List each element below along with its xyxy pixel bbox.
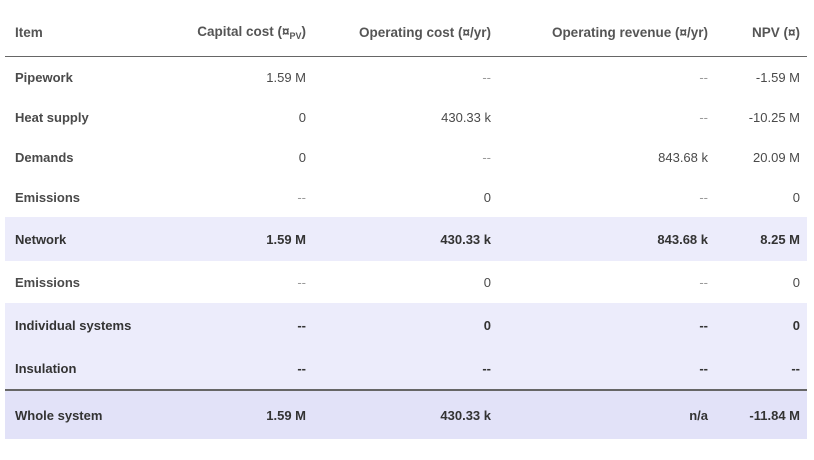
cost-summary-table: Item Capital cost (¤PV) Operating cost (…: [5, 8, 807, 439]
operating-cost-value: 430.33 k: [441, 109, 491, 125]
header-operating-revenue[interactable]: Operating revenue (¤/yr): [551, 24, 708, 40]
capital-cost-value: --: [297, 189, 306, 205]
operating-cost-value: --: [482, 69, 491, 85]
header-npv[interactable]: NPV (¤): [751, 24, 800, 40]
table-row-subtotal-network: Network 1.59 M 430.33 k 843.68 k 8.25 M: [5, 217, 807, 261]
capital-cost-value: 1.59 M: [266, 407, 306, 423]
operating-revenue-value: --: [699, 189, 708, 205]
table-row-subtotal-individual-systems: Individual systems -- 0 -- 0: [5, 303, 807, 347]
operating-revenue-value: --: [699, 69, 708, 85]
npv-value: 8.25 M: [760, 231, 800, 247]
table-row: Heat supply 0 430.33 k -- -10.25 M: [5, 97, 807, 137]
operating-cost-value: 430.33 k: [440, 231, 491, 247]
row-item-label: Insulation: [15, 360, 77, 376]
operating-revenue-value: 843.68 k: [658, 149, 708, 165]
header-item[interactable]: Item: [15, 24, 43, 40]
npv-value: --: [791, 360, 800, 376]
npv-value: 0: [792, 317, 800, 333]
capital-cost-value: 0: [298, 109, 306, 125]
row-item-label: Emissions: [15, 189, 81, 205]
npv-value: -11.84 M: [749, 407, 800, 423]
row-item-label: Demands: [15, 149, 74, 165]
operating-revenue-value: 843.68 k: [657, 231, 708, 247]
capital-cost-value: --: [297, 360, 306, 376]
operating-cost-value: 0: [483, 274, 491, 290]
operating-revenue-value: --: [699, 274, 708, 290]
operating-cost-value: --: [482, 149, 491, 165]
operating-revenue-value: --: [699, 360, 708, 376]
row-item-label: Network: [15, 231, 67, 247]
row-item-label: Heat supply: [15, 109, 89, 125]
operating-cost-value: 0: [483, 317, 491, 333]
header-capital-cost[interactable]: Capital cost (¤PV): [197, 23, 306, 41]
header-operating-cost[interactable]: Operating cost (¤/yr): [358, 24, 491, 40]
operating-revenue-value: n/a: [689, 407, 708, 423]
table-row: Demands 0 -- 843.68 k 20.09 M: [5, 137, 807, 177]
row-item-label: Pipework: [15, 69, 73, 85]
row-item-label: Emissions: [15, 274, 81, 290]
operating-cost-value: 430.33 k: [440, 407, 491, 423]
table-row-total-whole-system: Whole system 1.59 M 430.33 k n/a -11.84 …: [5, 391, 807, 439]
npv-value: -10.25 M: [748, 109, 800, 125]
npv-value: 20.09 M: [753, 149, 800, 165]
operating-revenue-value: --: [699, 317, 708, 333]
row-item-label: Whole system: [15, 407, 103, 423]
npv-value: 0: [792, 274, 800, 290]
row-item-label: Individual systems: [15, 317, 132, 333]
operating-cost-value: --: [482, 360, 491, 376]
operating-cost-value: 0: [483, 189, 491, 205]
capital-cost-value: --: [297, 274, 306, 290]
table-row: Emissions -- 0 -- 0: [5, 177, 807, 217]
npv-value: 0: [792, 189, 800, 205]
capital-cost-value: --: [297, 317, 306, 333]
npv-value: -1.59 M: [755, 69, 800, 85]
operating-revenue-value: --: [699, 109, 708, 125]
capital-cost-value: 1.59 M: [266, 69, 306, 85]
capital-cost-value: 0: [298, 149, 306, 165]
table-row: Pipework 1.59 M -- -- -1.59 M: [5, 57, 807, 97]
capital-cost-value: 1.59 M: [266, 231, 306, 247]
table-row-subtotal-insulation: Insulation -- -- -- --: [5, 347, 807, 391]
table-row: Emissions -- 0 -- 0: [5, 261, 807, 303]
table-header: Item Capital cost (¤PV) Operating cost (…: [5, 8, 807, 57]
